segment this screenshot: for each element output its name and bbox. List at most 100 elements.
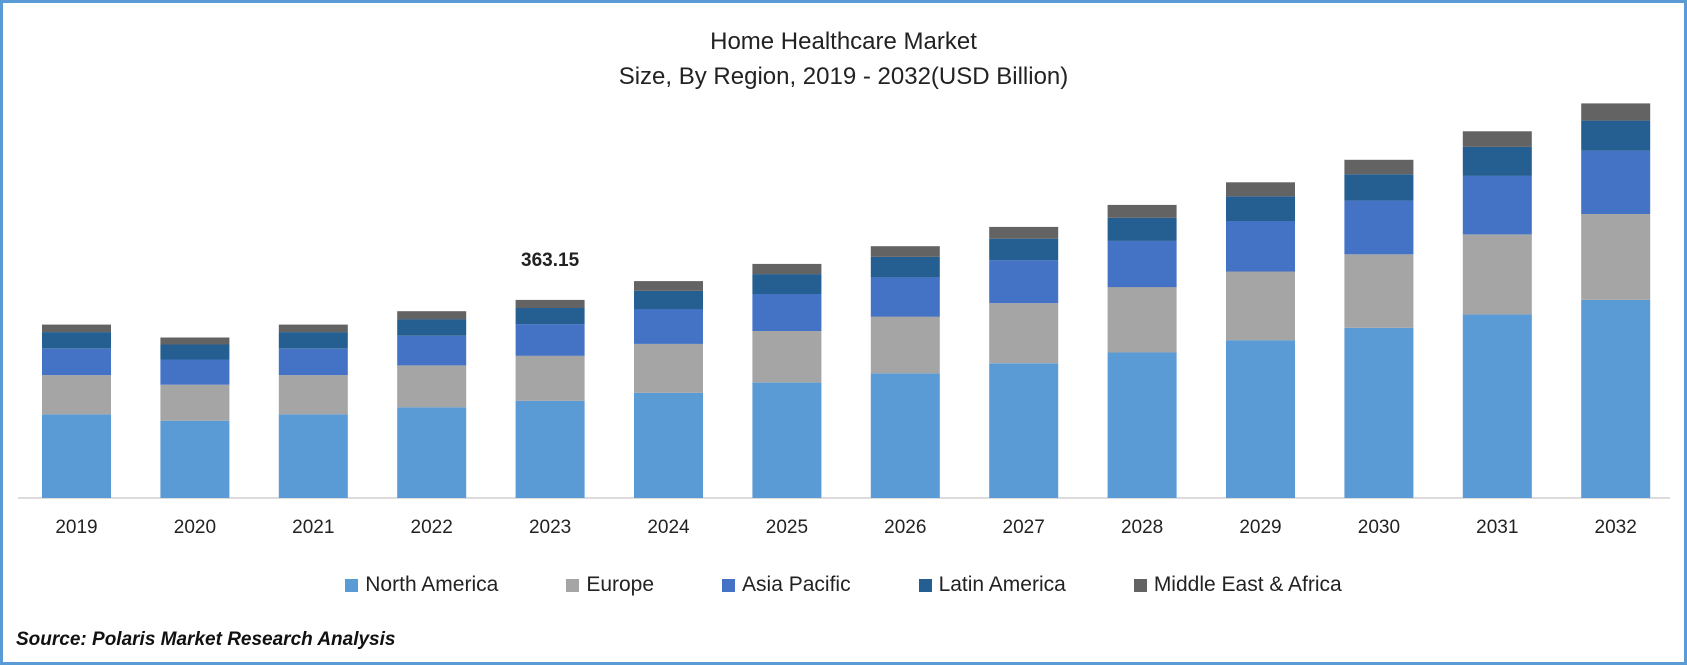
bar-segment-2031-asia-pacific — [1462, 175, 1532, 235]
chart-subtitle: Size, By Region, 2019 - 2032(USD Billion… — [618, 63, 1069, 90]
bar-segment-2032-middle-east-africa — [1581, 103, 1651, 121]
legend-item: Europe — [566, 573, 654, 597]
bar-segment-2021-latin-america — [278, 332, 348, 349]
bar-segment-2024-asia-pacific — [634, 309, 703, 344]
bar-segment-2029-north-america — [1226, 340, 1295, 498]
bar-segment-2030-europe — [1344, 254, 1414, 328]
legend-swatch — [918, 578, 932, 592]
x-tick-label: 2026 — [884, 517, 926, 538]
bar-segment-2024-middle-east-africa — [634, 281, 703, 291]
bar-segment-2024-europe — [634, 343, 703, 393]
bar-segment-2028-latin-america — [1107, 217, 1177, 241]
bar-segment-2029-asia-pacific — [1226, 221, 1295, 272]
bar-segment-2025-asia-pacific — [752, 294, 822, 331]
bar-segment-2032-latin-america — [1581, 120, 1651, 151]
bar-segment-2023-asia-pacific — [515, 324, 585, 356]
bar-segment-2023-europe — [515, 355, 585, 401]
bar-segment-2020-latin-america — [160, 344, 230, 360]
bar-segment-2019-north-america — [42, 414, 111, 498]
bar-segment-2020-middle-east-africa — [160, 337, 230, 345]
bar-segment-2025-middle-east-africa — [752, 263, 822, 275]
chart-legend: North America Europe Asia Pacific Latin Ame… — [0, 573, 1687, 597]
x-tick-label: 2020 — [174, 517, 216, 538]
bar-segment-2031-middle-east-africa — [1462, 131, 1532, 147]
legend-item: Latin America — [918, 573, 1066, 597]
x-tick-label: 2027 — [1003, 517, 1045, 538]
bar-segment-2024-latin-america — [634, 290, 703, 310]
bar-segment-2031-europe — [1462, 234, 1532, 315]
bar-segment-2028-middle-east-africa — [1107, 204, 1177, 218]
bar-segment-2031-north-america — [1462, 314, 1532, 498]
legend-item: Middle East & Africa — [1133, 573, 1342, 597]
bar-segment-2025-north-america — [752, 382, 822, 498]
x-tick-label: 2022 — [411, 517, 453, 538]
x-tick-label: 2019 — [55, 517, 97, 538]
legend-item: North America — [345, 573, 498, 597]
bar-segment-2021-north-america — [278, 414, 348, 498]
bar-segment-2027-asia-pacific — [989, 260, 1059, 304]
bar-segment-2021-middle-east-africa — [278, 324, 348, 333]
bar-segment-2022-latin-america — [397, 319, 467, 336]
x-tick-label: 2024 — [647, 517, 690, 538]
bar-segment-2020-europe — [160, 384, 230, 421]
legend-item: Asia Pacific — [722, 573, 851, 597]
bar-segment-2022-europe — [397, 365, 467, 408]
bar-segment-2029-latin-america — [1226, 196, 1295, 221]
bar-segment-2026-north-america — [870, 373, 940, 498]
bar-segment-2026-middle-east-africa — [870, 246, 940, 257]
bar-segment-2022-asia-pacific — [397, 335, 467, 366]
bar-segment-2019-latin-america — [42, 332, 111, 349]
chart-title: Home Healthcare Market — [710, 28, 977, 55]
bar-segment-2030-latin-america — [1344, 174, 1414, 201]
x-tick-label: 2025 — [766, 517, 808, 538]
legend-swatch — [566, 578, 580, 592]
legend-label: Asia Pacific — [742, 573, 851, 596]
bar-segment-2029-middle-east-africa — [1226, 182, 1295, 197]
bar-segment-2025-europe — [752, 331, 822, 383]
legend-label: Europe — [586, 573, 655, 596]
bar-segment-2030-middle-east-africa — [1344, 159, 1414, 175]
data-label-2023: 363.15 — [521, 250, 580, 271]
x-tick-label: 2028 — [1121, 517, 1163, 538]
legend-label: Latin America — [938, 573, 1066, 596]
bar-segment-2027-north-america — [989, 363, 1059, 498]
source-note: Source: Polaris Market Research Analysis — [16, 629, 396, 650]
bar-segment-2021-europe — [278, 375, 348, 415]
bar-segment-2022-north-america — [397, 407, 467, 498]
x-tick-label: 2031 — [1476, 517, 1518, 538]
bar-segment-2028-asia-pacific — [1107, 240, 1177, 288]
bar-segment-2023-north-america — [515, 400, 585, 498]
bar-segment-2022-middle-east-africa — [397, 311, 467, 320]
x-tick-label: 2021 — [292, 517, 334, 538]
bar-segment-2021-asia-pacific — [278, 348, 348, 376]
bar-segment-2019-europe — [42, 375, 111, 415]
bar-segment-2030-asia-pacific — [1344, 200, 1414, 255]
bar-segment-2027-latin-america — [989, 238, 1059, 261]
legend-label: North America — [365, 573, 499, 596]
bar-segment-2026-europe — [870, 316, 940, 374]
x-tick-label: 2032 — [1595, 517, 1637, 538]
bar-segment-2019-middle-east-africa — [42, 324, 111, 333]
bar-segment-2019-asia-pacific — [42, 348, 111, 376]
bar-segment-2032-north-america — [1581, 299, 1651, 498]
bar-segment-2026-asia-pacific — [870, 277, 940, 317]
bar-segment-2025-latin-america — [752, 274, 822, 294]
bar-segment-2028-north-america — [1107, 352, 1177, 498]
bar-segment-2026-latin-america — [870, 257, 940, 278]
x-tick-label: 2029 — [1239, 517, 1281, 538]
bar-segment-2027-europe — [989, 303, 1059, 364]
bar-segment-2030-north-america — [1344, 327, 1414, 498]
bar-segment-2020-north-america — [160, 420, 230, 498]
legend-swatch — [1133, 578, 1147, 592]
legend-label: Middle East & Africa — [1153, 573, 1342, 596]
bar-segment-2031-latin-america — [1462, 146, 1532, 176]
bar-segment-2023-middle-east-africa — [515, 299, 585, 308]
bar-segment-2028-europe — [1107, 287, 1177, 353]
bar-segment-2027-middle-east-africa — [989, 226, 1059, 239]
bar-segment-2029-europe — [1226, 271, 1295, 341]
bar-segment-2032-asia-pacific — [1581, 150, 1651, 214]
x-tick-label: 2030 — [1358, 517, 1400, 538]
legend-swatch — [345, 578, 359, 592]
bar-segment-2020-asia-pacific — [160, 359, 230, 385]
